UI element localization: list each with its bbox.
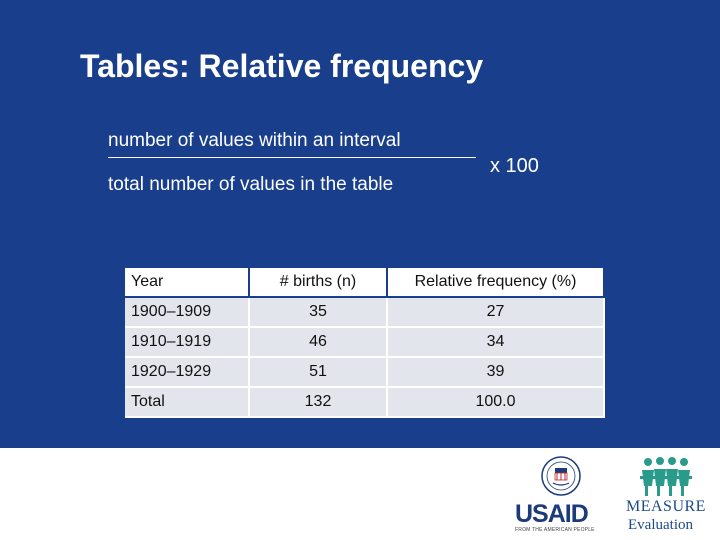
cell-year: 1910–1919 bbox=[125, 327, 250, 358]
relative-frequency-formula: number of values within an interval tota… bbox=[108, 130, 480, 195]
cell-relative-frequency: 27 bbox=[387, 297, 605, 328]
frequency-table: Year # births (n) Relative frequency (%)… bbox=[125, 268, 605, 418]
usaid-logo: USAID FROM THE AMERICAN PEOPLE bbox=[513, 456, 609, 536]
cell-relative-frequency: 39 bbox=[387, 357, 605, 388]
formula-numerator: number of values within an interval bbox=[108, 130, 401, 151]
fraction-line bbox=[108, 157, 476, 158]
cell-births: 51 bbox=[249, 357, 388, 388]
measure-evaluation-logo: MEASURE Evaluation bbox=[626, 456, 706, 536]
measure-subtitle: Evaluation bbox=[628, 517, 693, 533]
slide-title: Tables: Relative frequency bbox=[80, 48, 484, 84]
column-header-year: Year bbox=[125, 268, 250, 298]
cell-births: 132 bbox=[249, 387, 388, 418]
cell-year: 1920–1929 bbox=[125, 357, 250, 388]
table-row: 1910–1919 46 34 bbox=[125, 327, 605, 358]
table-header-row: Year # births (n) Relative frequency (%) bbox=[125, 268, 605, 298]
usaid-seal-icon bbox=[541, 456, 581, 496]
formula-multiplier: x 100 bbox=[490, 155, 539, 177]
cell-relative-frequency: 100.0 bbox=[387, 387, 605, 418]
usaid-wordmark: USAID bbox=[515, 500, 589, 528]
cell-year: 1900–1909 bbox=[125, 297, 250, 328]
column-header-relative-frequency: Relative frequency (%) bbox=[387, 268, 605, 298]
cell-births: 46 bbox=[249, 327, 388, 358]
cell-births: 35 bbox=[249, 297, 388, 328]
formula-denominator: total number of values in the table bbox=[108, 174, 394, 195]
column-header-births: # births (n) bbox=[249, 268, 388, 298]
people-figures-icon bbox=[640, 457, 692, 496]
table-row: 1900–1909 35 27 bbox=[125, 297, 605, 328]
cell-year: Total bbox=[125, 387, 250, 418]
logo-footer bbox=[0, 448, 720, 540]
table-row: 1920–1929 51 39 bbox=[125, 357, 605, 388]
measure-wordmark: MEASURE bbox=[626, 498, 706, 515]
table-row-total: Total 132 100.0 bbox=[125, 387, 605, 418]
usaid-tagline: FROM THE AMERICAN PEOPLE bbox=[515, 527, 595, 533]
cell-relative-frequency: 34 bbox=[387, 327, 605, 358]
